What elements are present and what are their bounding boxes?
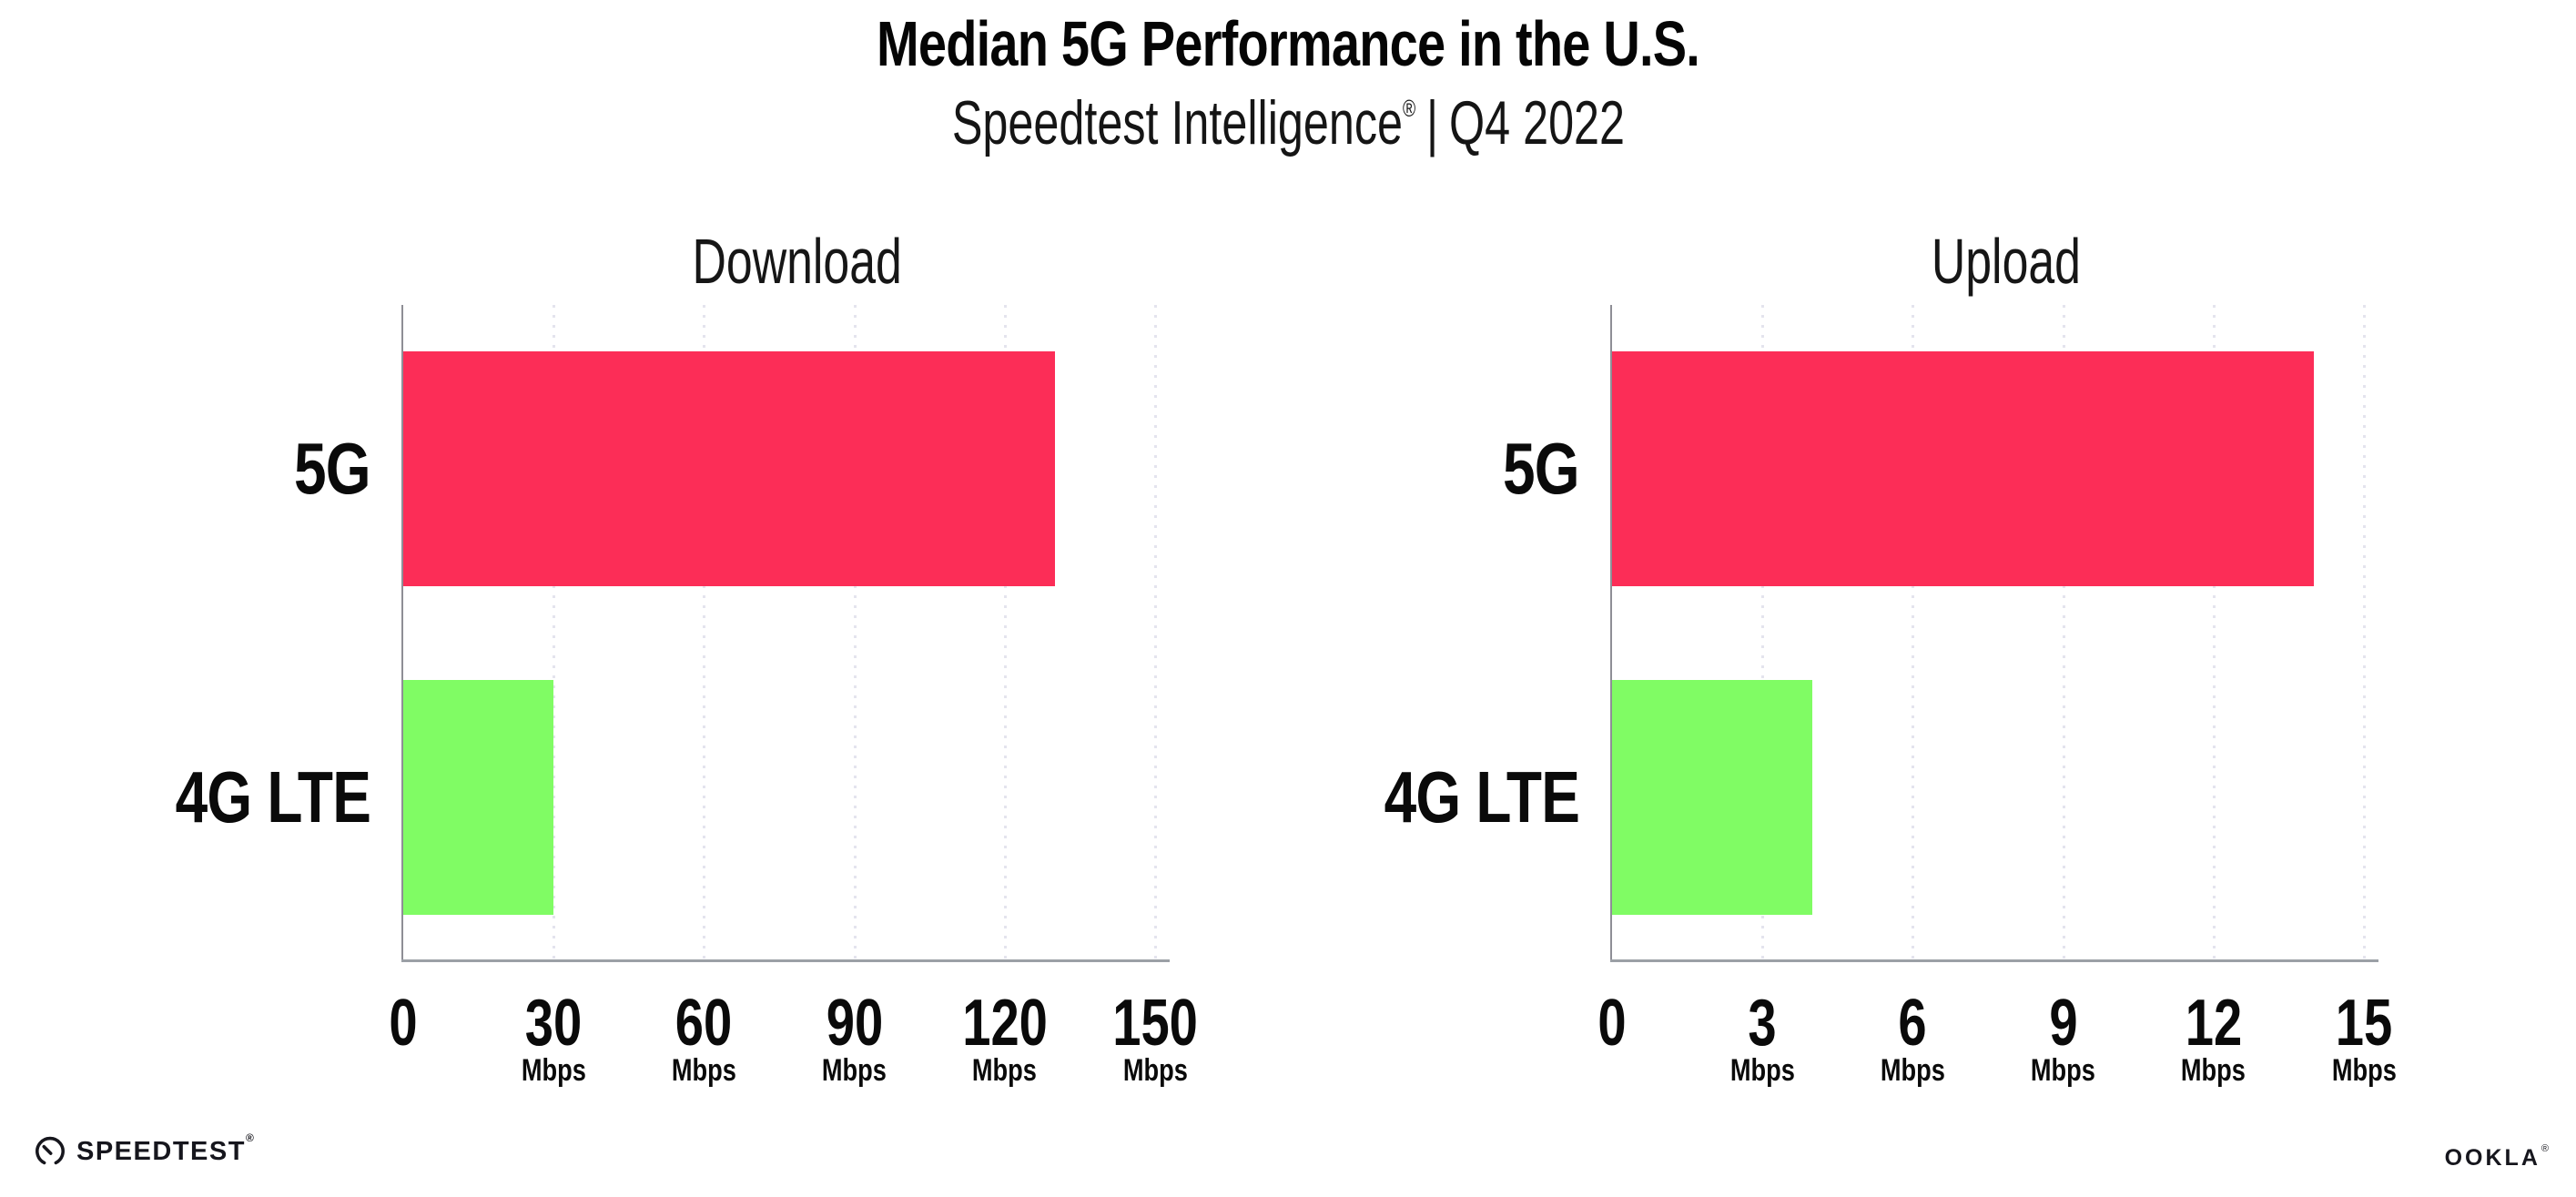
bar-4g-lte (1612, 680, 1813, 915)
bar-4g-lte (403, 680, 554, 915)
ookla-wordmark: OOKLA (2444, 1145, 2541, 1171)
page-title: Median 5G Performance in the U.S. (876, 8, 1700, 79)
gridline (1761, 305, 1765, 959)
y-axis-line (401, 305, 403, 959)
gridline (553, 305, 556, 959)
bar-5g (403, 351, 1055, 586)
x-axis-line (1610, 959, 2378, 962)
upload-chart: Upload 5G 4G LTE 0 3 Mbps 6 Mbps 9 Mbps 12 Mbps 15 Mb… (1384, 226, 2397, 1088)
x-axis-line (401, 959, 1170, 962)
gridline (1154, 305, 1157, 959)
gridline (2212, 305, 2216, 959)
speedtest-trademark-icon: ® (245, 1131, 256, 1144)
registered-mark-icon: ® (1402, 95, 1415, 123)
gridline (1912, 305, 1915, 959)
gridline (1003, 305, 1007, 959)
subtitle-period: Q4 2022 (1448, 88, 1625, 157)
ookla-registered-icon: ® (2541, 1143, 2549, 1154)
subtitle-brand: Speedtest Intelligence (951, 88, 1403, 157)
page-subtitle: Speedtest Intelligence® | Q4 2022 (0, 87, 2576, 158)
gridline (2363, 305, 2366, 959)
gridline (703, 305, 706, 959)
gridline (2062, 305, 2065, 959)
speedtest-wordmark: SPEEDTEST® (76, 1131, 256, 1166)
gridline (853, 305, 857, 959)
speedtest-gauge-icon (35, 1136, 65, 1165)
y-axis-line (1610, 305, 1612, 959)
speedtest-logo: SPEEDTEST® (35, 1131, 256, 1167)
ookla-logo: OOKLA ® (2444, 1143, 2549, 1172)
bar-5g (1612, 351, 2314, 586)
download-chart: Download 5G 4G LTE 0 30 Mbps 60 Mbps 90 Mbps 120 Mb… (175, 226, 1198, 1088)
subtitle-separator: | (1425, 88, 1438, 157)
